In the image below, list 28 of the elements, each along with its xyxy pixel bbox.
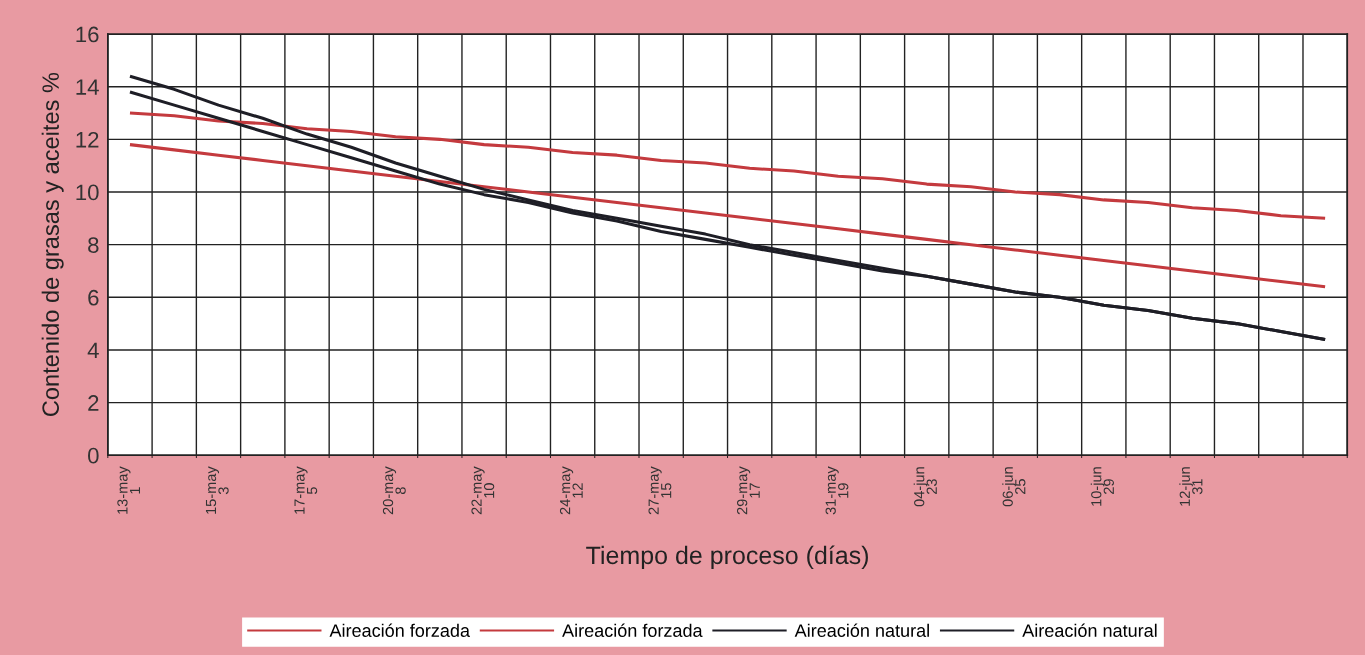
y-tick-label: 2: [88, 395, 99, 411]
x-tick-label: 29-may 17: [737, 466, 760, 515]
x-tick-label: 13-may 1: [117, 466, 141, 514]
x-tick-label: 04-jun 23: [913, 467, 937, 507]
legend-label: Aireación forzada: [329, 623, 470, 637]
x-tick-label: 22-may 10: [471, 466, 495, 515]
legend-label: Aireación natural: [1022, 623, 1157, 637]
x-tick-label: 12-jun 31: [1179, 467, 1203, 506]
x-tick-label: 27-may 15: [648, 466, 672, 515]
y-tick-label: 14: [76, 79, 99, 95]
y-tick-label: 0: [88, 447, 99, 464]
y-tick-label: 8: [88, 237, 99, 253]
y-tick-label: 10: [76, 184, 99, 201]
x-tick-label: 06-jun 25: [1002, 467, 1026, 507]
y-axis-title: Contenido de grasas y aceites %: [41, 72, 64, 417]
y-tick-label: 6: [88, 289, 99, 306]
x-tick-label: 17-may 5: [294, 466, 318, 514]
y-tick-label: 12: [76, 131, 99, 148]
legend-label: Aireación natural: [794, 623, 929, 637]
x-tick-label: 10-jun 29: [1090, 467, 1114, 506]
x-tick-label: 24-may 12: [559, 466, 583, 515]
y-tick-label: 4: [87, 342, 99, 358]
x-tick-label: 20-may 8: [382, 466, 406, 515]
x-axis-title: Tiempo de proceso (días): [586, 545, 868, 570]
legend-label: Aireación forzada: [562, 623, 703, 637]
x-tick-label: 31-may 19: [825, 466, 849, 515]
x-tick-label: 15-may 3: [205, 466, 229, 514]
y-tick-label: 16: [76, 26, 99, 43]
